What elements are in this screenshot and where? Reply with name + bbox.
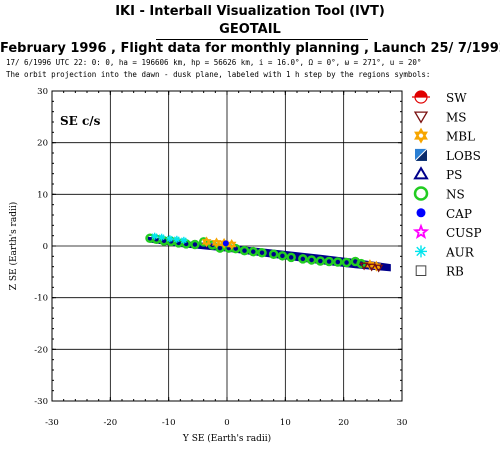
marker-mbl	[201, 236, 212, 248]
y-tick-label: -20	[34, 345, 48, 355]
legend-symbol-ps	[413, 166, 429, 180]
marker-mbl	[211, 237, 222, 249]
marker-aur	[173, 235, 181, 243]
marker-mbl	[226, 238, 237, 250]
marker-aur	[151, 232, 159, 240]
marker-ns	[298, 254, 308, 264]
legend-symbol-ms	[413, 111, 429, 124]
y-tick-label: 20	[37, 139, 48, 149]
marker-aur	[180, 236, 188, 244]
x-tick-label: 30	[397, 418, 408, 428]
plot-caption: The orbit projection into the dawn - dus…	[6, 70, 431, 79]
legend-label-ms: MS	[446, 110, 467, 124]
axis-ticks: -30 -20 -10 0 10 20 30 -30 -20 -10 0 10 20 30	[34, 87, 407, 428]
marker-ns	[306, 255, 317, 265]
marker-ns	[341, 257, 352, 268]
marker-ns	[315, 256, 326, 266]
marker-ns	[324, 256, 334, 267]
y-tick-label: 30	[37, 87, 48, 97]
y-tick-label: 0	[43, 242, 48, 252]
x-tick-label: -30	[45, 418, 59, 428]
legend-label-cusp: CUSP	[446, 226, 482, 240]
marker-ns	[333, 257, 343, 267]
legend-symbol-cusp	[412, 223, 430, 240]
legend-symbol-mbl	[414, 127, 428, 144]
marker-ns	[190, 239, 200, 250]
y-axis-label: Z SE (Earth's radii)	[8, 202, 19, 291]
marker-ms	[374, 264, 384, 273]
marker-aur	[158, 233, 166, 241]
legend-label-ns: NS	[446, 188, 465, 202]
y-tick-label: 10	[37, 190, 48, 200]
marker-ns	[248, 246, 258, 257]
marker-ns	[198, 237, 209, 247]
y-tick-label: -30	[34, 397, 48, 407]
legend-label-cap: CAP	[446, 207, 472, 221]
plot-subtitle: February 1996 , Flight data for monthly …	[0, 41, 500, 56]
orbit-markers	[145, 232, 384, 273]
legend-label-rb: RB	[446, 265, 464, 279]
marker-ns	[257, 247, 267, 258]
y-tick-label: -10	[34, 294, 48, 304]
legend-label-lobs: LOBS	[446, 149, 481, 163]
legend-symbol-rb	[415, 265, 427, 276]
spacecraft-name: GEOTAIL	[219, 22, 281, 37]
x-tick-label: 10	[280, 418, 291, 428]
x-tick-label: -10	[162, 418, 176, 428]
x-axis-label: Y SE (Earth's radii)	[182, 433, 271, 444]
marker-ns	[268, 249, 279, 260]
marker-cap	[222, 240, 229, 247]
marker-ns	[277, 251, 288, 261]
x-tick-label: -20	[103, 418, 117, 428]
legend-label-aur: AUR	[445, 245, 475, 259]
legend-label-sw: SW	[446, 91, 467, 105]
marker-aur	[166, 235, 174, 243]
legend-label-ps: PS	[446, 168, 462, 182]
x-tick-label: 20	[338, 418, 349, 428]
marker-ms	[359, 262, 369, 271]
legend-label-mbl: MBL	[446, 130, 475, 144]
orbit-info: 17/ 6/1996 UTC 22: 0: 0, ha = 196606 km,…	[6, 58, 422, 67]
app-title: IKI - Interball Visualization Tool (IVT)	[115, 4, 385, 19]
legend: SW MS MBL LOBS PS NS CAP CUSP AUR RB	[412, 90, 482, 279]
panel-label: SE c/s	[60, 114, 101, 128]
legend-symbol-aur	[415, 245, 427, 258]
legend-symbol-ns	[413, 186, 429, 201]
marker-ms	[367, 263, 377, 272]
marker-ns	[239, 245, 250, 256]
marker-ns	[286, 252, 296, 263]
legend-symbol-cap	[416, 208, 426, 218]
legend-symbol-sw	[412, 90, 430, 104]
x-tick-label: 0	[224, 418, 229, 428]
title-underline	[156, 39, 368, 40]
legend-symbol-lobs	[414, 148, 428, 162]
